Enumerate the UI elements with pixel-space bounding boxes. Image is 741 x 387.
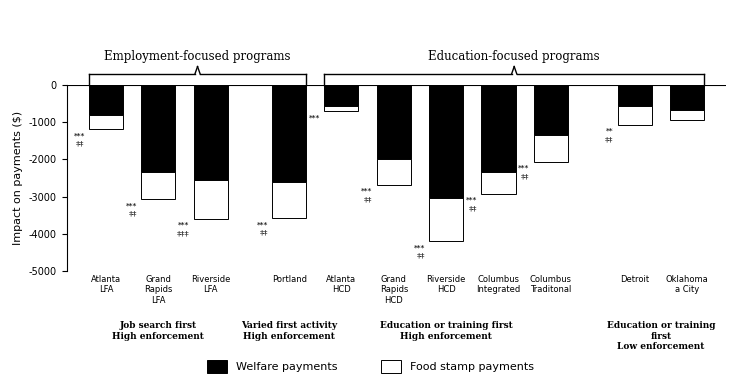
- Text: ***: ***: [519, 165, 530, 173]
- Bar: [670, 110, 704, 120]
- Bar: [534, 135, 568, 162]
- Bar: [377, 85, 411, 159]
- Text: ‡‡: ‡‡: [469, 204, 477, 212]
- Text: ***: ***: [413, 244, 425, 252]
- Text: ***: ***: [73, 132, 84, 140]
- Text: ‡‡: ‡‡: [129, 210, 137, 217]
- Text: ‡‡: ‡‡: [605, 135, 614, 143]
- Bar: [142, 173, 176, 199]
- Text: ‡‡: ‡‡: [364, 195, 373, 203]
- Bar: [272, 182, 306, 218]
- Bar: [617, 85, 651, 106]
- Text: ***: ***: [126, 202, 137, 210]
- Text: ‡‡: ‡‡: [521, 173, 530, 180]
- Text: ***: ***: [309, 114, 320, 122]
- Bar: [482, 173, 516, 194]
- Bar: [429, 85, 463, 199]
- Y-axis label: Impact on payments ($): Impact on payments ($): [13, 111, 23, 245]
- Bar: [534, 85, 568, 135]
- Text: ‡‡: ‡‡: [416, 252, 425, 260]
- Bar: [325, 85, 359, 106]
- Bar: [429, 199, 463, 241]
- Text: Job search first
High enforcement: Job search first High enforcement: [113, 321, 205, 341]
- Bar: [482, 85, 516, 173]
- Text: Education-focused programs: Education-focused programs: [428, 50, 600, 63]
- Text: ***: ***: [178, 222, 190, 230]
- Text: ‡‡: ‡‡: [259, 229, 268, 236]
- Text: Employment-focused programs: Employment-focused programs: [104, 50, 290, 63]
- Bar: [617, 106, 651, 125]
- Legend: Welfare payments, Food stamp payments: Welfare payments, Food stamp payments: [202, 355, 539, 378]
- Bar: [89, 85, 123, 115]
- Text: Varied first activity
High enforcement: Varied first activity High enforcement: [241, 321, 337, 341]
- Bar: [670, 85, 704, 110]
- Bar: [325, 106, 359, 111]
- Bar: [89, 115, 123, 129]
- Bar: [193, 180, 227, 219]
- Text: ***: ***: [466, 197, 477, 205]
- Text: ‡‡: ‡‡: [76, 140, 84, 148]
- Text: **: **: [606, 128, 614, 136]
- Text: Education or training
first
Low enforcement: Education or training first Low enforcem…: [606, 321, 715, 351]
- Text: ***: ***: [362, 188, 373, 196]
- Bar: [193, 85, 227, 180]
- Text: ‡‡‡: ‡‡‡: [176, 229, 190, 237]
- Bar: [272, 85, 306, 182]
- Bar: [377, 159, 411, 185]
- Text: Education or training first
High enforcement: Education or training first High enforce…: [380, 321, 513, 341]
- Text: ***: ***: [256, 221, 268, 229]
- Bar: [142, 85, 176, 173]
